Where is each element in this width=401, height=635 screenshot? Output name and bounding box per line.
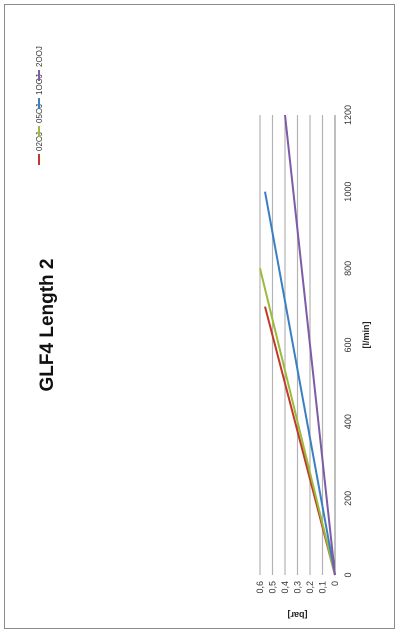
series-lines [259, 114, 336, 576]
legend-label: 1OOJ [35, 74, 44, 95]
y-tick-label: 0,1 [318, 581, 328, 594]
chart-frame: 0 200 400 600 800 1000 1200 0 0,1 0,2 0,3 0,4 0,5 0,… [4, 4, 395, 629]
legend-label: 02OJ [35, 132, 44, 151]
series-line [259, 268, 336, 576]
x-tick-label: 200 [343, 491, 353, 506]
y-axis-label: [bar] [287, 610, 307, 620]
x-tick-labels: 0 200 400 600 800 1000 1200 [343, 105, 353, 578]
y-tick-label: 0,5 [268, 581, 278, 594]
y-tick-label: 0 [330, 581, 340, 586]
grid-lines [259, 115, 324, 575]
x-tick-label: 1000 [343, 182, 353, 202]
series-line [284, 114, 336, 576]
x-tick-label: 400 [343, 414, 353, 429]
legend: 02OJ 05OJ 1OOJ 2OOJ [35, 46, 44, 165]
x-tick-label: 0 [343, 572, 353, 577]
chart-title: GLF4 Length 2 [37, 259, 58, 392]
x-tick-label: 600 [343, 337, 353, 352]
y-tick-label: 0,2 [305, 581, 315, 594]
x-axis-label: [l/min] [361, 322, 371, 349]
series-line [264, 191, 336, 576]
y-tick-label: 0,6 [255, 581, 265, 594]
y-tick-labels: 00,10,20,30,40,50,6 [255, 581, 340, 594]
y-tick-label: 0,4 [280, 581, 290, 594]
x-tick-label: 800 [343, 261, 353, 276]
y-tick-label: 0,3 [293, 581, 303, 594]
legend-label: 2OOJ [35, 46, 44, 67]
legend-label: 05OJ [35, 104, 44, 123]
x-tick-label: 1200 [343, 105, 353, 125]
